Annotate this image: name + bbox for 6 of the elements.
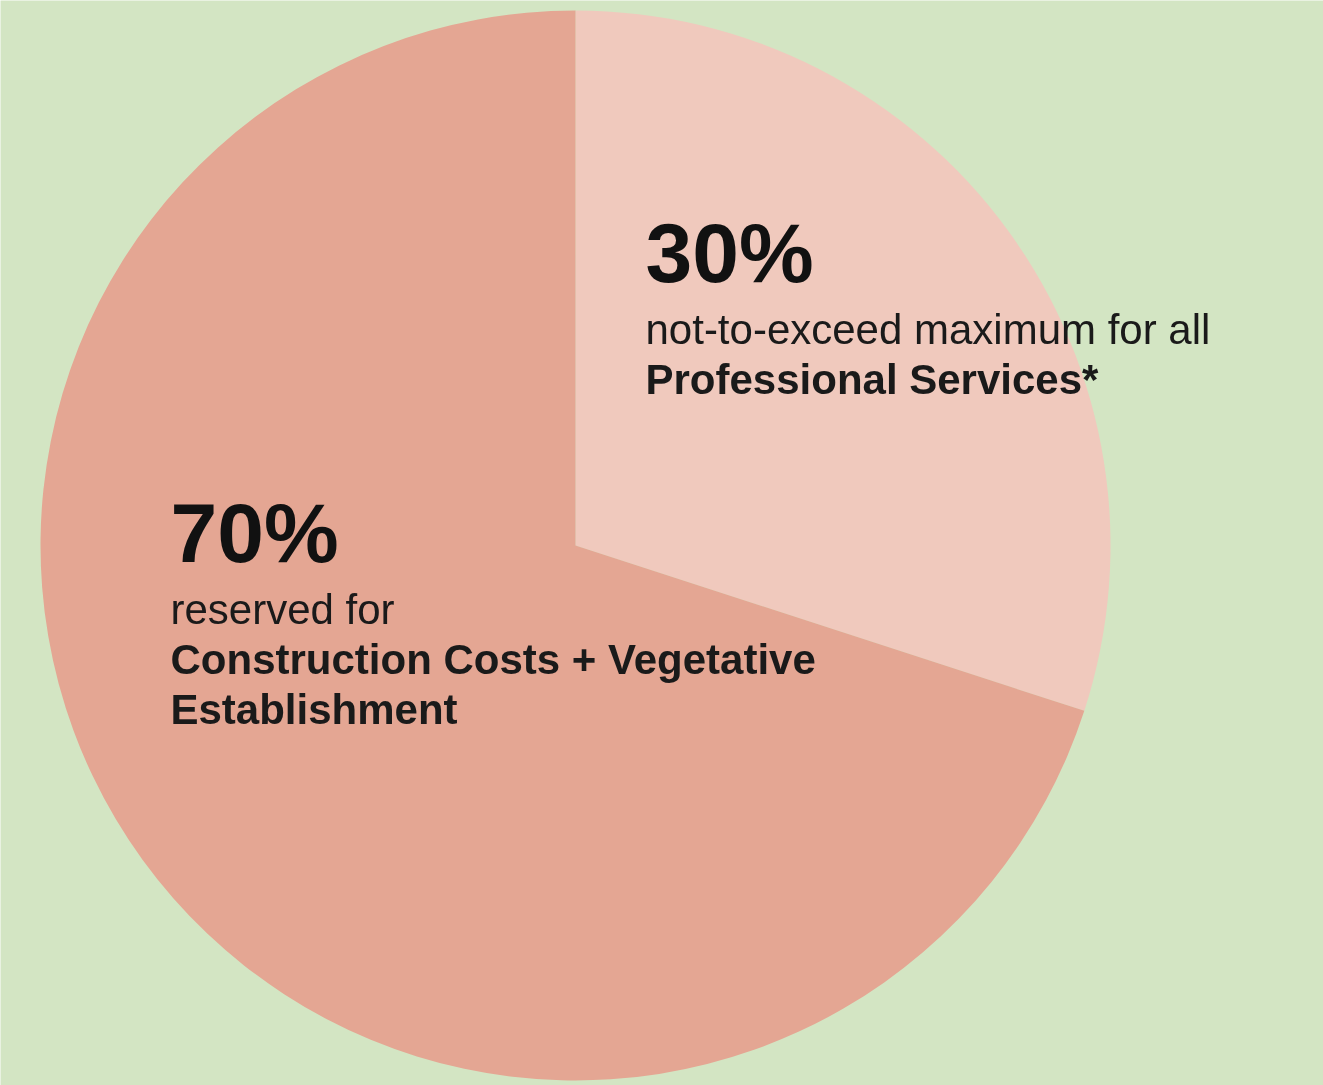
slice-label: Professional Services* [645,355,1100,403]
text: reserved for [170,585,395,633]
data-label: 70% [170,485,339,580]
slice-label: Construction Costs + Vegetative Establishment [170,635,816,733]
text: not-to-exceed maximum for all [645,305,1211,353]
data-label: 30% [645,205,814,300]
